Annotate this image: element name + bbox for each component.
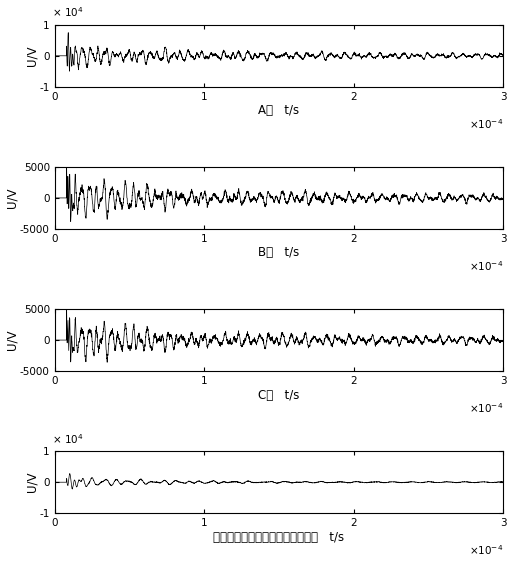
Text: $\times 10^{-4}$: $\times 10^{-4}$ xyxy=(469,117,503,131)
X-axis label: B相   t/s: B相 t/s xyxy=(258,247,300,260)
X-axis label: 故障相注入脉冲后得到的零模行波   t/s: 故障相注入脉冲后得到的零模行波 t/s xyxy=(214,531,345,544)
X-axis label: C相   t/s: C相 t/s xyxy=(258,388,300,401)
Text: $\times\ 10^4$: $\times\ 10^4$ xyxy=(52,6,83,19)
Text: $\times\ 10^4$: $\times\ 10^4$ xyxy=(52,432,83,446)
Text: $\times 10^{-4}$: $\times 10^{-4}$ xyxy=(469,260,503,273)
Y-axis label: U/V: U/V xyxy=(25,46,38,66)
Y-axis label: U/V: U/V xyxy=(25,472,38,493)
Text: $\times 10^{-4}$: $\times 10^{-4}$ xyxy=(469,544,503,557)
X-axis label: A相   t/s: A相 t/s xyxy=(259,104,300,117)
Y-axis label: U/V: U/V xyxy=(6,330,18,350)
Text: $\times 10^{-4}$: $\times 10^{-4}$ xyxy=(469,401,503,415)
Y-axis label: U/V: U/V xyxy=(6,187,18,208)
